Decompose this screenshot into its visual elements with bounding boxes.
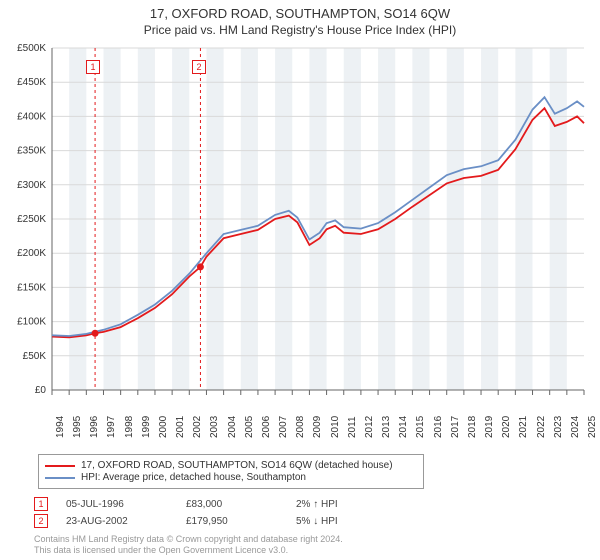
chart-subtitle: Price paid vs. HM Land Registry's House …: [0, 21, 600, 37]
svg-text:£300K: £300K: [17, 180, 46, 191]
legend-label: 17, OXFORD ROAD, SOUTHAMPTON, SO14 6QW (…: [81, 460, 393, 471]
chart-container: 17, OXFORD ROAD, SOUTHAMPTON, SO14 6QW P…: [0, 0, 600, 560]
svg-text:£200K: £200K: [17, 248, 46, 259]
x-tick-label: 1995: [72, 416, 83, 438]
x-tick-label: 2021: [518, 416, 529, 438]
sale-row: 1 05-JUL-1996£83,0002% ↑ HPI: [34, 497, 574, 511]
x-tick-label: 2004: [227, 416, 238, 438]
sale-pct: 2% ↑ HPI: [296, 499, 406, 510]
svg-text:£50K: £50K: [23, 351, 47, 362]
legend-swatch: [45, 465, 75, 467]
x-tick-label: 2023: [553, 416, 564, 438]
svg-text:£100K: £100K: [17, 317, 46, 328]
sale-date: 05-JUL-1996: [66, 499, 186, 510]
svg-text:£150K: £150K: [17, 282, 46, 293]
x-tick-label: 2011: [347, 416, 358, 438]
legend-swatch: [45, 477, 75, 479]
chart-marker-2: 2: [192, 60, 206, 74]
sale-pct: 5% ↓ HPI: [296, 516, 406, 527]
x-tick-label: 2015: [415, 416, 426, 438]
chart-svg: £0 £50K £100K £150K £200K £250K £300K £350K £400…: [0, 44, 600, 404]
x-tick-label: 1999: [141, 416, 152, 438]
x-tick-label: 2024: [570, 416, 581, 438]
chart-plot-area: £0 £50K £100K £150K £200K £250K £300K £350K £400…: [0, 44, 600, 404]
legend-item: HPI: Average price, detached house, Sout…: [45, 472, 417, 483]
sale-price: £83,000: [186, 499, 296, 510]
x-tick-label: 2018: [467, 416, 478, 438]
x-tick-label: 2013: [381, 416, 392, 438]
chart-title: 17, OXFORD ROAD, SOUTHAMPTON, SO14 6QW: [0, 0, 600, 21]
sale-price: £179,950: [186, 516, 296, 527]
x-tick-label: 2003: [209, 416, 220, 438]
svg-text:£450K: £450K: [17, 77, 46, 88]
x-tick-label: 2000: [158, 416, 169, 438]
x-tick-label: 2008: [295, 416, 306, 438]
svg-text:£0: £0: [35, 385, 47, 396]
svg-text:£500K: £500K: [17, 44, 46, 54]
x-tick-label: 1994: [55, 416, 66, 438]
x-tick-label: 2019: [484, 416, 495, 438]
x-tick-label: 2020: [501, 416, 512, 438]
footer-line1: Contains HM Land Registry data © Crown c…: [34, 534, 343, 545]
x-tick-label: 2001: [175, 416, 186, 438]
svg-text:£350K: £350K: [17, 146, 46, 157]
chart-marker-1: 1: [86, 60, 100, 74]
x-tick-label: 2012: [364, 416, 375, 438]
x-tick-label: 2010: [330, 416, 341, 438]
x-tick-label: 2005: [244, 416, 255, 438]
svg-text:£400K: £400K: [17, 111, 46, 122]
legend: 17, OXFORD ROAD, SOUTHAMPTON, SO14 6QW (…: [38, 454, 424, 489]
x-tick-label: 2017: [450, 416, 461, 438]
x-tick-label: 2016: [433, 416, 444, 438]
legend-label: HPI: Average price, detached house, Sout…: [81, 472, 306, 483]
sale-date: 23-AUG-2002: [66, 516, 186, 527]
x-tick-label: 1996: [89, 416, 100, 438]
footer: Contains HM Land Registry data © Crown c…: [34, 534, 343, 557]
x-tick-label: 2025: [587, 416, 598, 438]
sales-table: 1 05-JUL-1996£83,0002% ↑ HPI 2 23-AUG-2002£…: [34, 494, 574, 531]
x-tick-label: 2006: [261, 416, 272, 438]
x-tick-label: 2007: [278, 416, 289, 438]
footer-line2: This data is licensed under the Open Gov…: [34, 545, 343, 556]
x-tick-label: 1997: [106, 416, 117, 438]
sale-row: 2 23-AUG-2002£179,9505% ↓ HPI: [34, 514, 574, 528]
x-tick-label: 2009: [312, 416, 323, 438]
x-tick-label: 2014: [398, 416, 409, 438]
sale-marker-1: 1: [34, 497, 48, 511]
svg-text:£250K: £250K: [17, 214, 46, 225]
x-tick-label: 2022: [536, 416, 547, 438]
sale-marker-2: 2: [34, 514, 48, 528]
x-tick-label: 2002: [192, 416, 203, 438]
x-tick-label: 1998: [124, 416, 135, 438]
legend-item: 17, OXFORD ROAD, SOUTHAMPTON, SO14 6QW (…: [45, 460, 417, 471]
